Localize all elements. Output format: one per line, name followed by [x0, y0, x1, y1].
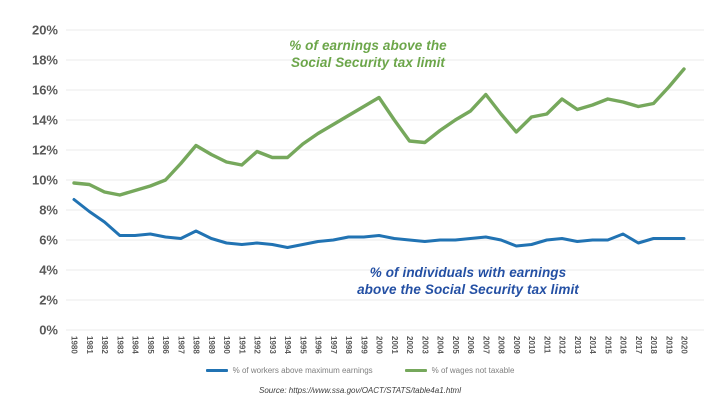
- x-axis-tick-label: 1990: [222, 336, 231, 354]
- x-axis-tick-label: 2020: [680, 336, 689, 354]
- x-axis-tick-label: 2017: [634, 336, 643, 354]
- y-axis-tick-label: 6%: [39, 233, 58, 248]
- legend-item: % of wages not taxable: [404, 366, 515, 375]
- x-axis-tick-label: 2011: [542, 336, 551, 354]
- y-axis-tick-label: 12%: [32, 143, 58, 158]
- x-axis-tick-label: 1981: [85, 336, 94, 354]
- x-axis-tick-label: 2019: [664, 336, 673, 354]
- y-axis-tick-label: 8%: [39, 203, 58, 218]
- y-axis-tick-label: 18%: [32, 53, 58, 68]
- x-axis-tick-label: 2012: [558, 336, 567, 354]
- x-axis-tick-label: 1994: [283, 336, 292, 354]
- x-axis-tick-label: 2015: [603, 336, 612, 354]
- annotation-text-line: above the Social Security tax limit: [357, 282, 579, 298]
- annotation-earnings-above-limit: % of earnings above the Social Security …: [248, 37, 488, 72]
- series-line-wages-not-taxable: [72, 67, 686, 197]
- source-citation: Source: https://www.ssa.gov/OACT/STATS/t…: [258, 386, 461, 395]
- x-axis-tick-label: 1995: [298, 336, 307, 354]
- x-axis-tick-label: 1991: [237, 336, 246, 354]
- y-axis-tick-label: 2%: [39, 293, 58, 308]
- x-axis-tick-label: 1999: [359, 336, 368, 354]
- y-axis-tick-label: 14%: [32, 113, 58, 128]
- legend-item: % of workers above maximum earnings: [205, 366, 373, 375]
- x-axis-tick-label: 2005: [451, 336, 460, 354]
- x-axis-tick-label: 1988: [192, 336, 201, 354]
- annotation-text-line: % of earnings above the: [289, 38, 447, 53]
- x-axis-tick-label: 1987: [176, 336, 185, 354]
- legend-swatch: [205, 369, 228, 372]
- x-axis-tick-label: 2007: [481, 336, 490, 354]
- x-axis-tick-label: 1986: [161, 336, 170, 354]
- series-line-workers-above-max: [72, 198, 686, 249]
- x-axis-tick-label: 2014: [588, 336, 597, 354]
- x-axis-tick-label: 2010: [527, 336, 536, 354]
- y-axis-tick-label: 20%: [32, 23, 58, 38]
- y-axis-tick-label: 0%: [39, 323, 58, 338]
- x-axis-tick-label: 2013: [573, 336, 582, 354]
- line-chart: 20% 18% 16% 14% 12% 10% 8% 6% 4% 2% 0% 1980 1981 1982…: [32, 23, 704, 354]
- legend-label: % of wages not taxable: [431, 366, 515, 375]
- legend-swatch: [404, 369, 427, 372]
- annotation-individuals-above-limit: % of individuals with earnings above the…: [318, 264, 618, 299]
- x-axis-tick-label: 2001: [390, 336, 399, 354]
- x-axis-tick-label: 1997: [329, 336, 338, 354]
- x-axis-tick-label: 1992: [253, 336, 262, 354]
- y-axis-tick-label: 10%: [32, 173, 58, 188]
- legend-label: % of workers above maximum earnings: [232, 366, 373, 375]
- x-axis-tick-label: 2006: [466, 336, 475, 354]
- x-axis-tick-label: 1984: [131, 336, 140, 354]
- x-axis-tick-label: 2000: [375, 336, 384, 354]
- x-axis-tick-label: 1998: [344, 336, 353, 354]
- legend: % of workers above maximum earnings % of …: [0, 366, 720, 375]
- x-axis-tick-label: 1983: [115, 336, 124, 354]
- x-axis-tick-label: 2002: [405, 336, 414, 354]
- x-axis-tick-label: 2004: [436, 336, 445, 354]
- annotation-text-line: % of individuals with earnings: [369, 265, 567, 280]
- x-axis-tick-label: 1985: [146, 336, 155, 354]
- x-axis-tick-label: 1980: [70, 336, 79, 354]
- y-axis-tick-label: 4%: [39, 263, 58, 278]
- annotation-text-line: Social Security tax limit: [290, 55, 446, 71]
- x-axis-tick-label: 2008: [497, 336, 506, 354]
- y-axis-tick-label: 16%: [32, 83, 58, 98]
- x-axis-tick-label: 1996: [314, 336, 323, 354]
- x-axis-tick-label: 1993: [268, 336, 277, 354]
- x-axis-tick-label: 1982: [100, 336, 109, 354]
- x-axis-tick-label: 2003: [420, 336, 429, 354]
- x-axis-tick-label: 2009: [512, 336, 521, 354]
- x-axis-tick-label: 1989: [207, 336, 216, 354]
- x-axis-tick-label: 2016: [619, 336, 628, 354]
- x-axis-tick-label: 2018: [649, 336, 658, 354]
